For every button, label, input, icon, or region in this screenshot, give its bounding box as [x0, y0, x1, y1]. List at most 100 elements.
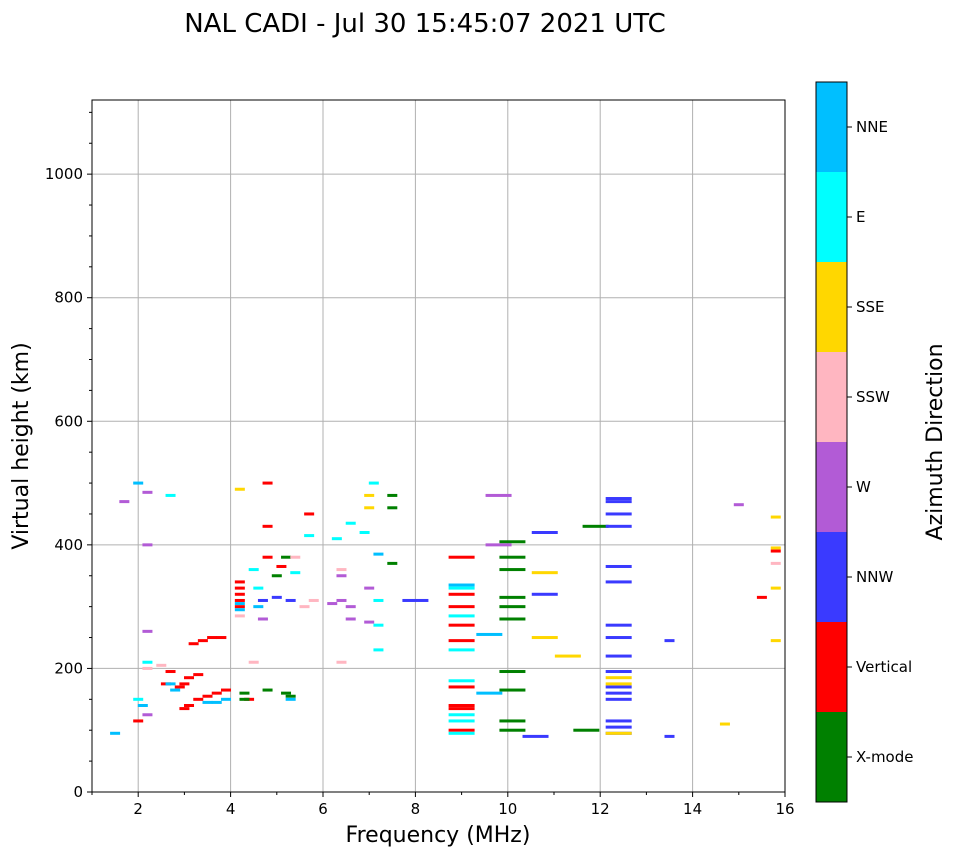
colorbar-swatch [816, 352, 847, 442]
mark-nnw [605, 580, 632, 584]
mark-nne [220, 697, 231, 701]
mark-e [133, 697, 144, 701]
x-tick-label: 2 [133, 800, 143, 818]
mark-xmode [271, 574, 282, 578]
mark-vertical [234, 580, 245, 584]
mark-nnw [605, 500, 632, 504]
mark-sse [364, 506, 375, 510]
mark-e [253, 586, 264, 590]
mark-w [336, 598, 347, 602]
mark-nne [211, 700, 222, 704]
mark-sse [364, 493, 375, 497]
mark-w [142, 490, 153, 494]
mark-xmode [499, 605, 526, 609]
mark-vertical [448, 605, 475, 609]
mark-ssw [308, 598, 319, 602]
mark-vertical [448, 639, 475, 643]
mark-vertical [184, 676, 195, 680]
mark-vertical [184, 704, 195, 707]
mark-nne [285, 697, 296, 701]
mark-ssw [156, 663, 167, 667]
mark-nnw [605, 670, 632, 674]
mark-nne [137, 704, 148, 707]
x-tick-label: 12 [591, 800, 610, 818]
colorbar-tick-label: NNW [856, 568, 893, 586]
mark-sse [605, 676, 632, 680]
mark-w [345, 605, 356, 609]
mark-vertical [216, 636, 227, 640]
mark-vertical [448, 685, 475, 689]
mark-xmode [239, 691, 250, 695]
x-axis-label: Frequency (MHz) [346, 823, 531, 848]
mark-nne [476, 691, 503, 695]
mark-vertical [165, 670, 176, 674]
mark-ssw [770, 561, 781, 565]
mark-w [327, 602, 338, 606]
mark-xmode [262, 688, 273, 692]
mark-ssw [290, 555, 301, 559]
mark-nne [476, 632, 503, 636]
mark-sse [719, 722, 730, 726]
mark-xmode [281, 555, 292, 559]
mark-nne [133, 481, 144, 485]
mark-vertical [207, 636, 218, 640]
colorbar-swatch [816, 262, 847, 352]
mark-nne [165, 682, 176, 686]
y-tick-label: 800 [54, 289, 83, 307]
mark-e [448, 713, 475, 717]
mark-nnw [605, 623, 632, 627]
mark-vertical [262, 555, 273, 559]
mark-sse [770, 546, 781, 550]
mark-e [304, 534, 315, 538]
mark-nnw [605, 691, 632, 695]
axes: 2 4 6 8 10 12 14 16 0 200 400 600 800 1000 [45, 111, 795, 818]
mark-sse [770, 639, 781, 643]
y-tick-label: 600 [54, 412, 83, 430]
colorbar-swatch [816, 172, 847, 262]
colorbar-swatch [816, 442, 847, 532]
mark-vertical [448, 704, 475, 707]
mark-xmode [499, 595, 526, 599]
mark-nnw [605, 636, 632, 640]
mark-e [448, 719, 475, 723]
mark-e [290, 571, 301, 575]
mark-vertical [262, 524, 273, 528]
mark-nnw [605, 654, 632, 658]
mark-vertical [193, 673, 204, 677]
mark-w [485, 543, 512, 547]
mark-e [448, 586, 475, 590]
mark-w [336, 574, 347, 578]
mark-w [257, 617, 268, 621]
mark-nne [110, 731, 121, 735]
mark-xmode [499, 728, 526, 732]
colorbar: X-mode Vertical NNW W SSW SSE E NNE [815, 81, 913, 803]
mark-vertical [179, 682, 190, 686]
mark-nnw [531, 531, 558, 534]
mark-vertical [234, 592, 245, 596]
grid-lines [92, 100, 786, 793]
mark-vertical [234, 586, 245, 590]
mark-xmode [499, 688, 526, 692]
mark-xmode [499, 555, 526, 559]
mark-e [373, 598, 384, 602]
mark-sse [531, 636, 558, 640]
mark-vertical [188, 642, 199, 646]
mark-xmode [582, 524, 609, 528]
colorbar-tick-label: W [856, 478, 871, 496]
mark-vertical [262, 481, 273, 485]
mark-vertical [234, 598, 245, 602]
mark-nne [234, 602, 245, 606]
mark-sse [770, 515, 781, 519]
mark-xmode [499, 540, 526, 544]
mark-nnw [605, 564, 632, 568]
mark-nnw [531, 592, 558, 596]
y-tick-label: 400 [54, 536, 83, 554]
mark-sse [554, 654, 581, 658]
mark-nnw [402, 598, 429, 602]
mark-e [142, 660, 153, 664]
colorbar-tick-label: SSE [856, 298, 885, 316]
colorbar-swatch [816, 712, 847, 802]
x-tick-label: 16 [775, 800, 794, 818]
mark-e [373, 623, 384, 627]
